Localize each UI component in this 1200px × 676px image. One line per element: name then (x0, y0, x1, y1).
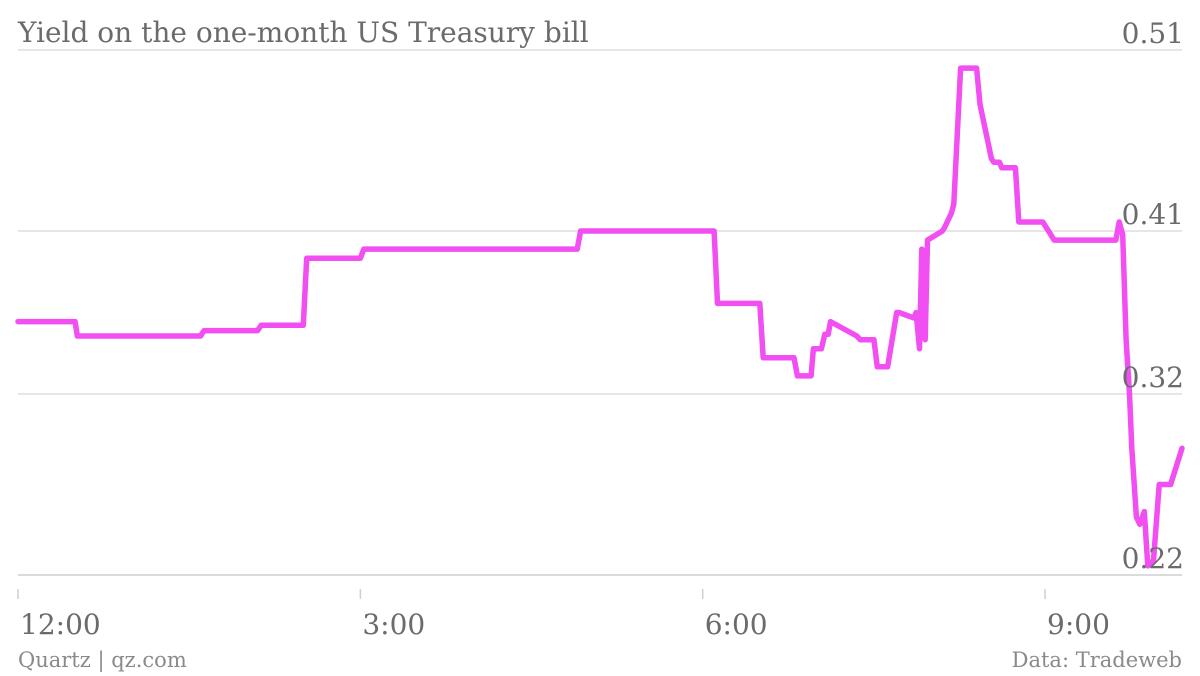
x-tick-label: 3:00 (362, 608, 425, 641)
x-tick-label: 6:00 (705, 608, 768, 641)
grid-lines (18, 49, 1182, 576)
chart-title: Yield on the one-month US Treasury bill (17, 16, 589, 49)
y-tick-label: 0.51 (1122, 17, 1184, 50)
data-source: Data: Tradeweb (1012, 648, 1182, 672)
y-tick-label: 0.32 (1122, 361, 1184, 394)
x-tick-label: 9:00 (1047, 608, 1110, 641)
y-tick-label: 0.41 (1122, 198, 1184, 231)
x-tick-label: 12:00 (20, 608, 101, 641)
y-tick-label: 0.22 (1122, 542, 1184, 575)
x-axis-tick-labels: 12:00 3:00 6:00 9:00 (20, 608, 1110, 641)
series-line (15, 65, 1185, 569)
source-credit: Quartz | qz.com (18, 648, 187, 673)
y-axis-tick-labels: 0.51 0.41 0.32 0.22 (1122, 17, 1184, 575)
x-axis-ticks (17, 589, 1046, 599)
